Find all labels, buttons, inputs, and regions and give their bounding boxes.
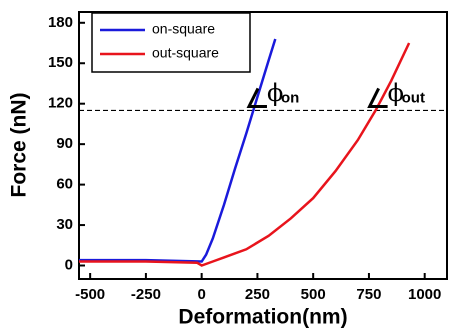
- y-tick-label: 0: [65, 256, 73, 273]
- plot-frame: [78, 11, 448, 280]
- y-tick-label: 90: [56, 135, 73, 152]
- x-axis-title: Deformation(nm): [178, 306, 347, 329]
- x-tick-label: 0: [197, 286, 205, 303]
- y-axis-title: Force (nN): [8, 93, 31, 198]
- angle-mark: [367, 87, 388, 108]
- x-tick-label: -250: [131, 286, 161, 303]
- series-line: [79, 38, 277, 263]
- y-tick-label: 60: [56, 176, 73, 193]
- y-tick-label: 180: [48, 14, 73, 31]
- x-tick-label: -500: [75, 286, 105, 303]
- annotation-symbol: ϕ: [388, 79, 404, 107]
- legend-label: out-square: [152, 45, 219, 61]
- series-line: [79, 42, 411, 267]
- annotation-sub: on: [281, 89, 299, 106]
- x-tick-label: 250: [245, 286, 270, 303]
- angle-mark: [246, 87, 267, 108]
- legend-frame: [91, 12, 251, 73]
- annotation-symbol: ϕ: [267, 79, 283, 107]
- x-tick-label: 750: [356, 286, 381, 303]
- x-tick-label: 1000: [408, 286, 441, 303]
- y-tick-label: 150: [48, 54, 73, 71]
- y-tick-label: 120: [48, 95, 73, 112]
- x-tick-label: 500: [301, 286, 326, 303]
- legend-label: on-square: [152, 21, 215, 37]
- legend: on-square out-square: [91, 12, 251, 73]
- annotation-sub: out: [402, 89, 425, 106]
- y-tick-label: 30: [56, 216, 73, 233]
